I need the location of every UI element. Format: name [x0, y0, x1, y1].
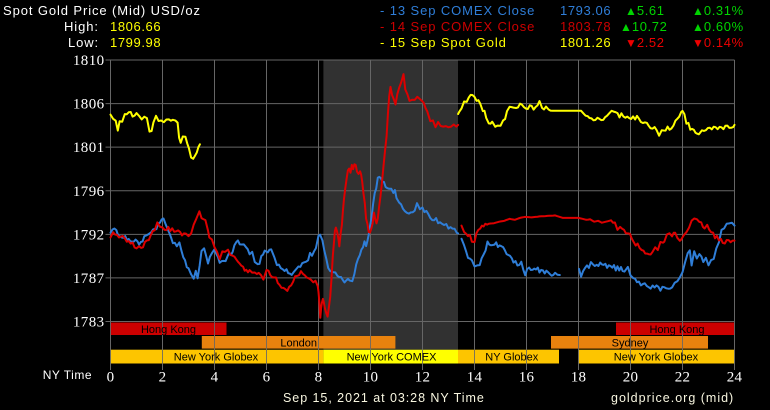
svg-text:New York COMEX: New York COMEX — [347, 352, 438, 364]
svg-text:6: 6 — [263, 370, 271, 386]
svg-text:8: 8 — [315, 370, 323, 386]
svg-text:Hong Kong: Hong Kong — [141, 324, 196, 336]
svg-text:0: 0 — [107, 370, 115, 386]
svg-text:1796: 1796 — [73, 184, 105, 200]
svg-text:New York Globex: New York Globex — [174, 352, 259, 364]
svg-text:1792: 1792 — [73, 227, 105, 243]
svg-text:1801: 1801 — [73, 140, 105, 156]
svg-text:20: 20 — [623, 370, 638, 386]
svg-text:NY Time: NY Time — [43, 368, 92, 382]
svg-text:4: 4 — [211, 370, 219, 386]
svg-text:22: 22 — [675, 370, 690, 386]
svg-text:1787: 1787 — [73, 271, 105, 287]
svg-text:12: 12 — [415, 370, 430, 386]
svg-text:Sydney: Sydney — [612, 337, 649, 349]
svg-text:18: 18 — [571, 370, 586, 386]
svg-text:1783: 1783 — [73, 315, 105, 331]
svg-text:London: London — [280, 337, 317, 349]
svg-text:1810: 1810 — [73, 53, 105, 69]
svg-text:1806: 1806 — [73, 97, 105, 113]
svg-text:Hong Kong: Hong Kong — [649, 324, 704, 336]
svg-text:NY Globex: NY Globex — [485, 352, 538, 364]
svg-text:14: 14 — [467, 370, 483, 386]
svg-text:10: 10 — [363, 370, 378, 386]
svg-text:24: 24 — [727, 370, 743, 386]
svg-text:16: 16 — [519, 370, 535, 386]
svg-text:2: 2 — [159, 370, 167, 386]
svg-text:New York Globex: New York Globex — [614, 352, 699, 364]
